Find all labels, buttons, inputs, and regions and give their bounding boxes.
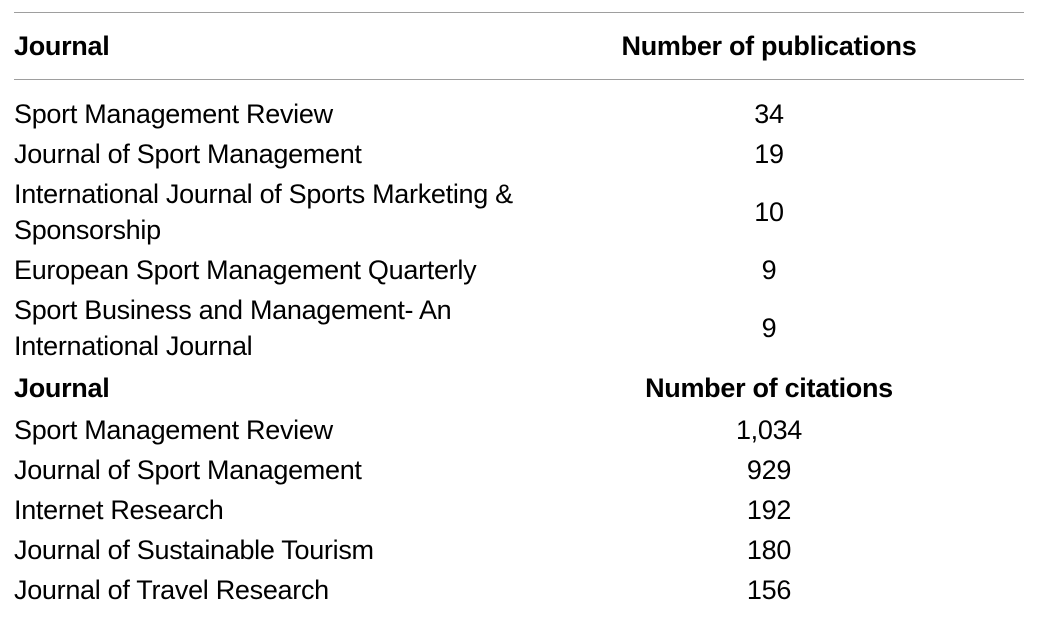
journal-name: Journal of Sport Management bbox=[14, 452, 514, 488]
section2-header-row: Journal Number of citations bbox=[14, 366, 1024, 410]
journal-name: Sport Management Review bbox=[14, 412, 514, 448]
section2-header-value: Number of citations bbox=[514, 373, 1024, 404]
table-row: International Journal of Sports Marketin… bbox=[14, 174, 1024, 250]
journal-name: Sport Business and Management- An Intern… bbox=[14, 292, 514, 365]
journal-name: Internet Research bbox=[14, 492, 514, 528]
journal-value: 929 bbox=[514, 455, 1024, 486]
section2-header-journal: Journal bbox=[14, 373, 514, 404]
journal-value: 192 bbox=[514, 495, 1024, 526]
journal-value: 9 bbox=[514, 313, 1024, 344]
journal-value: 19 bbox=[514, 139, 1024, 170]
journal-name: Journal of Sport Management bbox=[14, 136, 514, 172]
table-row: Sport Business and Management- An Intern… bbox=[14, 290, 1024, 366]
table-row: Journal of Sport Management 19 bbox=[14, 134, 1024, 174]
journal-value: 34 bbox=[514, 99, 1024, 130]
table-row: European Sport Management Quarterly 9 bbox=[14, 250, 1024, 290]
journal-value: 1,034 bbox=[514, 415, 1024, 446]
table-row: Internet Research 192 bbox=[14, 490, 1024, 530]
journal-value: 156 bbox=[514, 575, 1024, 606]
section1-spacer bbox=[14, 80, 1024, 94]
journal-value: 180 bbox=[514, 535, 1024, 566]
journal-table: Journal Number of publications Sport Man… bbox=[0, 0, 1038, 635]
section1-header-row: Journal Number of publications bbox=[14, 13, 1024, 79]
table-row: Journal of Sport Management 929 bbox=[14, 450, 1024, 490]
journal-name: Sport Management Review bbox=[14, 96, 514, 132]
table-row: Journal of Sustainable Tourism 180 bbox=[14, 530, 1024, 570]
journal-name: Journal of Travel Research bbox=[14, 572, 514, 608]
section1-header-journal: Journal bbox=[14, 31, 514, 62]
table-row: Sport Management Review 34 bbox=[14, 94, 1024, 134]
table-row: Journal of Travel Research 156 bbox=[14, 570, 1024, 610]
table-row: Sport Management Review 1,034 bbox=[14, 410, 1024, 450]
journal-name: Journal of Sustainable Tourism bbox=[14, 532, 514, 568]
journal-name: European Sport Management Quarterly bbox=[14, 252, 514, 288]
section1-header-value: Number of publications bbox=[514, 31, 1024, 62]
journal-value: 9 bbox=[514, 255, 1024, 286]
journal-value: 10 bbox=[514, 197, 1024, 228]
journal-name: International Journal of Sports Marketin… bbox=[14, 176, 514, 249]
